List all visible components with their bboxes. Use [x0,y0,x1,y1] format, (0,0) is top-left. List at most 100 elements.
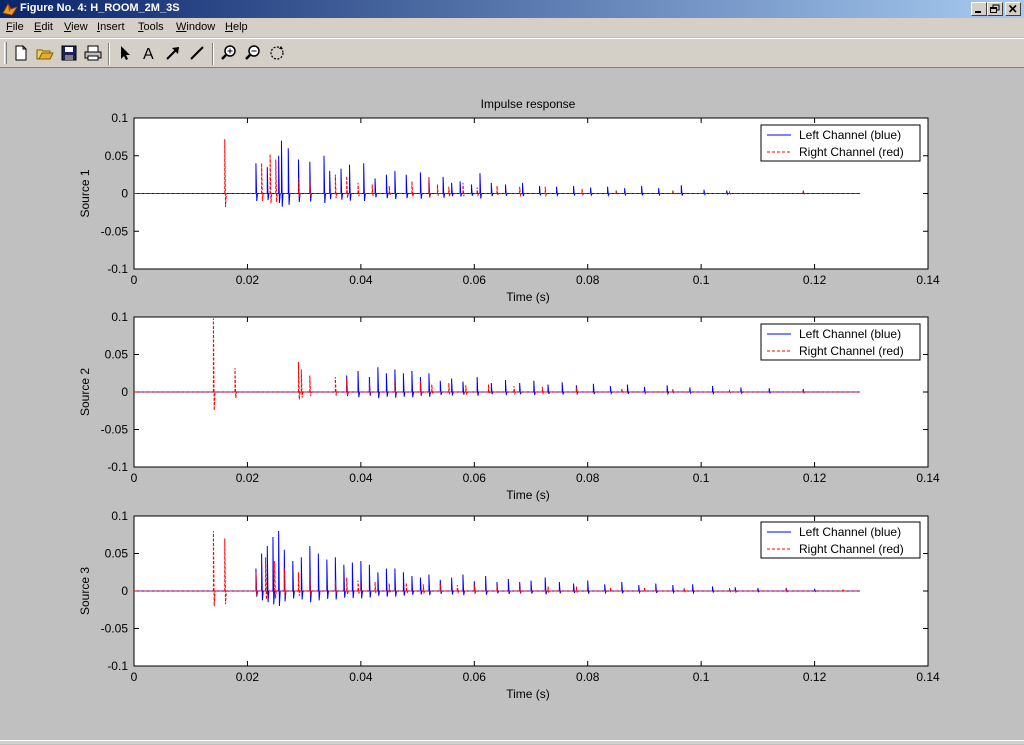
menu-view[interactable]: View [64,21,88,33]
x-tick-label: 0.06 [463,670,487,684]
impulse-spike [363,163,366,202]
impulse-spike [683,587,687,593]
print-button[interactable] [83,43,103,63]
insert-line-button[interactable] [187,43,207,63]
legend[interactable]: Left Channel (blue) Right Channel (red) [760,323,921,361]
print-icon [84,45,102,61]
impulse-spike [278,530,281,607]
impulse-spike [604,584,607,595]
zoom-in-button[interactable] [219,43,239,63]
legend[interactable]: Left Channel (blue) Right Channel (red) [760,521,921,559]
impulse-spike [609,385,613,396]
x-tick-label: 0.14 [916,273,940,287]
impulse-spike [346,176,349,198]
x-tick-label: 0.02 [236,670,260,684]
impulse-spike [377,367,380,399]
y-axis-label: Source 2 [78,368,92,416]
zoom-out-button[interactable] [243,43,263,63]
impulse-spike [411,181,414,197]
menu-insert[interactable]: Insert [97,21,125,33]
x-axis-label: Time (s) [506,687,550,701]
legend-entry-left: Left Channel (blue) [799,327,901,341]
impulse-spike [394,369,397,398]
rotate-3d-button[interactable] [267,43,287,63]
impulse-spike [326,559,329,599]
impulse-spike [419,380,423,395]
x-tick-label: 0.02 [236,273,260,287]
minimize-icon [975,11,981,13]
impulse-spike [621,388,624,395]
menu-edit[interactable]: Edit [34,21,53,33]
toolbar-separator [108,43,110,65]
figure-plots: Impulse response Time (s) Source 1 0 0.0… [78,97,940,701]
impulse-spike [297,572,301,596]
impulse-spike [261,163,264,202]
impulse-spike [309,375,312,397]
impulse-spike [556,186,559,198]
impulse-spike [672,189,675,196]
impulse-spike [334,557,338,600]
edit-plot-button[interactable] [115,43,135,63]
y-tick-label: 0.05 [105,149,129,163]
impulse-spike [255,572,259,596]
menu-help[interactable]: Help [225,21,248,33]
impulse-spike [394,381,397,395]
toolbar-separator [212,43,214,65]
impulse-spike [513,385,517,396]
minimize-button[interactable] [971,2,987,16]
impulse-spike [329,170,332,200]
impulse-spike [357,182,361,197]
impulse-spike [519,186,522,198]
new-figure-button[interactable] [11,43,31,63]
impulse-spike [462,182,466,197]
impulse-spike [519,382,522,395]
impulse-spike [255,163,259,202]
zoom-in-icon [221,45,236,60]
impulse-spike [672,584,675,595]
impulse-spike [297,178,301,198]
impulse-spike [212,318,216,411]
impulse-spike [351,562,355,599]
legend-box[interactable] [760,124,921,162]
impulse-spike [561,382,565,395]
impulse-spike [334,174,338,199]
y-tick-label: 0.1 [111,310,128,324]
impulse-spike [547,384,551,395]
menu-window[interactable]: Window [176,21,216,33]
impulse-spike [275,159,278,203]
x-tick-label: 0.04 [349,471,373,485]
impulse-spike [476,187,480,197]
impulse-spike [802,189,806,196]
close-button[interactable] [1005,2,1021,16]
axes-source-2[interactable]: Time (s) Source 2 0 0.02 0.04 0.06 0.08 … [78,310,940,502]
impulse-spike [297,361,301,400]
save-button[interactable] [59,43,79,63]
x-axis-label: Time (s) [506,488,550,502]
legend-box[interactable] [760,521,921,559]
impulse-spike [544,577,548,595]
legend[interactable]: Left Channel (blue) Right Channel (red) [760,124,921,162]
impulse-spike [309,179,312,198]
menu-file[interactable]: File [6,21,24,33]
restore-button[interactable] [987,2,1003,16]
impulse-spike [448,382,451,395]
impulse-spike [507,578,511,595]
legend-box[interactable] [760,323,921,361]
axes-source-3[interactable]: Time (s) Source 3 0 0.02 0.04 0.06 0.08 … [78,509,940,701]
impulse-spike [726,190,729,196]
open-file-button[interactable] [35,43,55,63]
x-tick-label: 0 [131,670,138,684]
insert-text-button[interactable]: A [139,43,159,63]
impulse-spike [575,387,579,395]
toolbar-grip[interactable] [4,42,7,64]
menu-tools[interactable]: Tools [138,21,164,33]
impulse-spike [521,182,525,197]
x-tick-labels: 0 0.02 0.04 0.06 0.08 0.1 0.12 0.14 [131,471,940,485]
tick-marks [133,515,929,667]
impulse-spike [292,560,295,599]
axes-source-1[interactable]: Impulse response Time (s) Source 1 0 0.0… [78,97,940,304]
impulse-spike [300,369,304,398]
legend-entry-right: Right Channel (red) [799,344,904,358]
x-tick-label: 0.08 [576,273,600,287]
insert-arrow-button[interactable] [163,43,183,63]
